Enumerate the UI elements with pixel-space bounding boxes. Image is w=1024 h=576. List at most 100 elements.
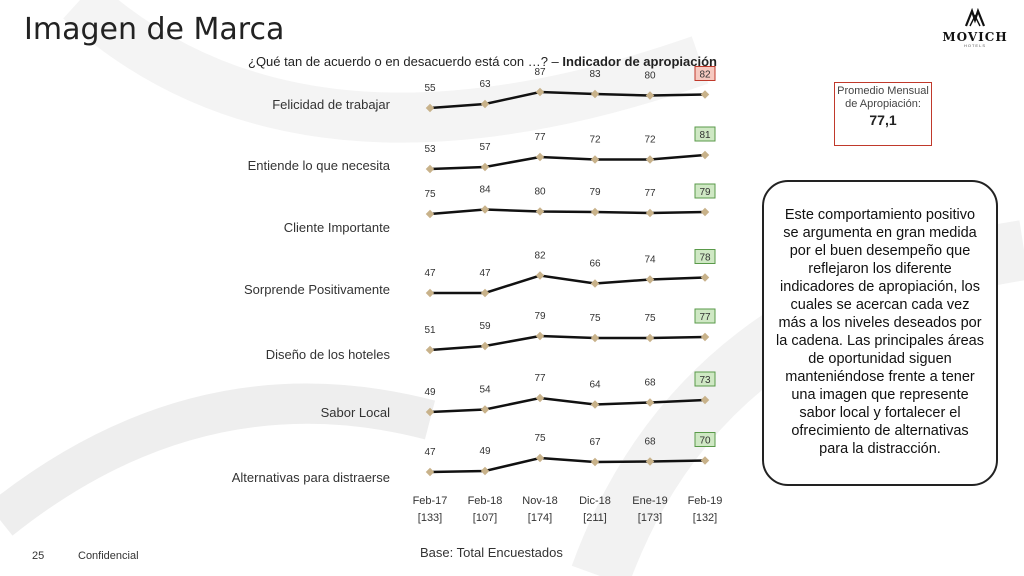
data-point: [591, 279, 599, 287]
data-point: [646, 398, 654, 406]
data-point: [646, 275, 654, 283]
data-label: 75: [644, 313, 656, 324]
data-label: 82: [534, 251, 546, 262]
data-point: [481, 100, 489, 108]
confidential-label: Confidencial: [78, 550, 139, 562]
data-point: [701, 151, 709, 159]
data-point: [646, 155, 654, 163]
data-label: 47: [424, 268, 436, 279]
data-label: 66: [589, 259, 601, 270]
data-point: [646, 457, 654, 465]
data-point: [536, 332, 544, 340]
series-line-0: [430, 92, 705, 108]
series-line-1: [430, 155, 705, 169]
data-point: [701, 333, 709, 341]
x-tick-label: Feb-18: [455, 495, 515, 507]
data-label: 83: [589, 69, 601, 80]
data-point: [536, 88, 544, 96]
data-point: [646, 209, 654, 217]
average-value: 77,1: [835, 112, 931, 128]
data-label: 75: [424, 189, 436, 200]
data-label: 77: [699, 312, 711, 323]
x-tick-base: [133]: [400, 512, 460, 524]
data-point: [701, 456, 709, 464]
data-point: [646, 334, 654, 342]
data-point: [536, 207, 544, 215]
data-label: 53: [424, 144, 436, 155]
base-note: Base: Total Encuestados: [420, 545, 563, 560]
series-line-5: [430, 398, 705, 412]
average-box: Promedio Mensual de Apropiación: 77,1: [834, 82, 932, 146]
data-point: [481, 342, 489, 350]
series-line-4: [430, 336, 705, 350]
page-number: 25: [32, 550, 44, 562]
data-label: 79: [589, 187, 601, 198]
data-label: 64: [589, 380, 601, 391]
x-tick-base: [173]: [620, 512, 680, 524]
data-point: [646, 91, 654, 99]
data-point: [591, 458, 599, 466]
data-label: 68: [644, 378, 656, 389]
x-tick-base: [107]: [455, 512, 515, 524]
data-point: [426, 165, 434, 173]
data-point: [701, 396, 709, 404]
x-tick-base: [174]: [510, 512, 570, 524]
data-label: 57: [479, 142, 491, 153]
data-point: [426, 346, 434, 354]
data-label: 47: [424, 447, 436, 458]
data-label: 79: [699, 187, 711, 198]
data-label: 84: [479, 185, 491, 196]
data-label: 47: [479, 268, 491, 279]
data-label: 74: [644, 255, 656, 266]
data-label: 49: [424, 387, 436, 398]
data-label: 55: [424, 83, 436, 94]
data-point: [481, 467, 489, 475]
data-label: 73: [699, 375, 711, 386]
x-tick-label: Feb-17: [400, 495, 460, 507]
x-tick-label: Feb-19: [675, 495, 735, 507]
data-point: [481, 205, 489, 213]
data-label: 67: [589, 437, 601, 448]
data-label: 87: [534, 67, 546, 78]
data-label: 49: [479, 446, 491, 457]
data-point: [591, 208, 599, 216]
x-tick-base: [132]: [675, 512, 735, 524]
data-label: 80: [644, 71, 656, 82]
series-line-6: [430, 458, 705, 472]
data-point: [591, 334, 599, 342]
data-point: [536, 454, 544, 462]
data-label: 80: [534, 187, 546, 198]
comment-callout: Este comportamiento positivo se argument…: [762, 180, 998, 486]
data-label: 77: [644, 188, 656, 199]
x-tick-label: Ene-19: [620, 495, 680, 507]
series-line-2: [430, 210, 705, 215]
data-point: [591, 90, 599, 98]
data-label: 82: [699, 70, 711, 81]
data-label: 72: [589, 135, 601, 146]
average-label: Promedio Mensual de Apropiación:: [835, 85, 931, 111]
data-label: 77: [534, 132, 546, 143]
data-point: [701, 208, 709, 216]
data-label: 77: [534, 373, 546, 384]
data-label: 68: [644, 437, 656, 448]
x-tick-base: [211]: [565, 512, 625, 524]
data-label: 59: [479, 321, 491, 332]
data-label: 72: [644, 135, 656, 146]
data-point: [426, 210, 434, 218]
data-point: [536, 153, 544, 161]
data-point: [701, 90, 709, 98]
data-point: [536, 271, 544, 279]
data-label: 78: [699, 253, 711, 264]
data-label: 75: [534, 433, 546, 444]
data-point: [536, 394, 544, 402]
data-point: [481, 289, 489, 297]
data-point: [426, 408, 434, 416]
data-point: [426, 468, 434, 476]
data-label: 70: [699, 436, 711, 447]
data-point: [426, 104, 434, 112]
data-label: 81: [699, 130, 711, 141]
data-point: [591, 400, 599, 408]
data-label: 79: [534, 311, 546, 322]
data-point: [426, 289, 434, 297]
x-tick-label: Dic-18: [565, 495, 625, 507]
